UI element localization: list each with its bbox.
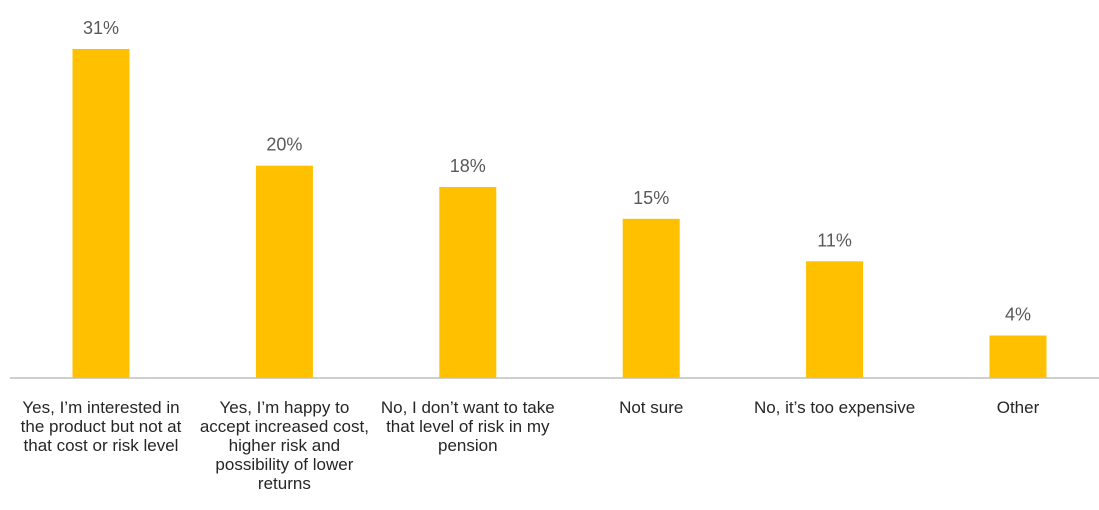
bar-5: [989, 335, 1047, 378]
data-label-3: 15%: [633, 188, 669, 208]
bars-group: [72, 49, 1047, 378]
data-label-2: 18%: [450, 156, 486, 176]
bar-1: [255, 165, 313, 378]
category-label-5: Other: [996, 398, 1040, 417]
data-label-0: 31%: [83, 18, 119, 38]
data-labels-group: 31% 20% 18% 15% 11% 4%: [83, 18, 1031, 325]
category-label-2: No, I don’t want to take that level of r…: [380, 398, 555, 455]
bar-0: [72, 49, 130, 378]
category-label-4: No, it’s too expensive: [753, 398, 916, 417]
category-label-0: Yes, I’m interested in the product but n…: [20, 398, 182, 455]
data-label-1: 20%: [266, 135, 302, 155]
data-label-4: 11%: [817, 230, 852, 250]
category-label-3: Not sure: [619, 398, 684, 417]
bar-3: [622, 218, 680, 378]
bar-4: [806, 261, 864, 378]
bar-2: [439, 187, 497, 378]
category-label-1: Yes, I’m happy to accept increased cost,…: [199, 398, 369, 493]
data-label-5: 4%: [1005, 305, 1031, 325]
